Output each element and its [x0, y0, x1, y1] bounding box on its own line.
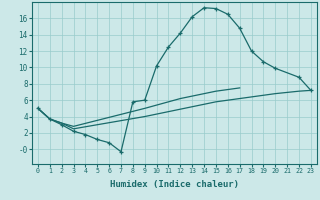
X-axis label: Humidex (Indice chaleur): Humidex (Indice chaleur) — [110, 180, 239, 189]
